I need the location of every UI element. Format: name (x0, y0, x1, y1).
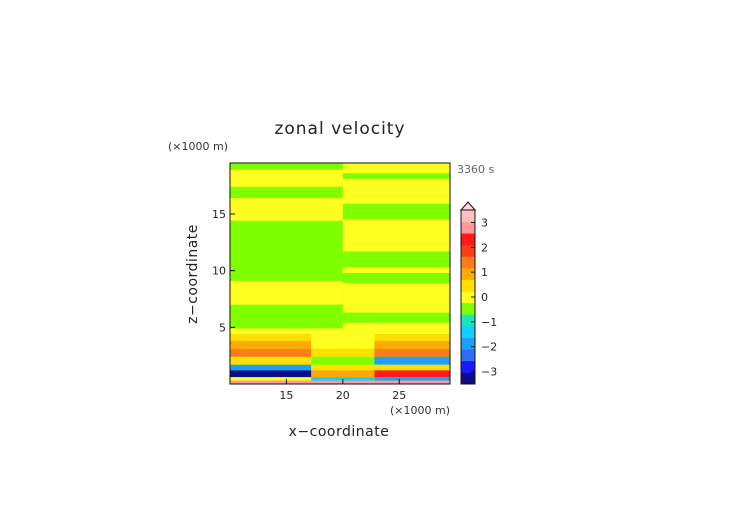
y-axis-label: z−coordinate (185, 224, 201, 324)
y-tick-label: 10 (212, 265, 226, 278)
x-tick-label: 25 (392, 389, 406, 402)
yellow-right-band-2 (342, 219, 450, 252)
colorbar-swatch (461, 291, 475, 304)
layer-3-right (374, 356, 450, 365)
layer-3-center (311, 356, 375, 365)
colorbar-swatch (461, 360, 475, 373)
colorbar-swatch (461, 372, 475, 385)
colorbar-tick-label: 0 (481, 291, 488, 304)
colorbar-tick-label: −3 (481, 366, 497, 379)
colorbar-swatch (461, 221, 475, 234)
yellow-left-band-1 (230, 198, 343, 221)
y-unit-label: (×1000 m) (168, 140, 228, 153)
yellow-right-band-5 (342, 322, 450, 335)
yellow-left-band-2 (230, 280, 343, 305)
yellow-right-band-4 (342, 283, 450, 313)
yellow-left-band-3 (230, 328, 343, 335)
colorbar-tick-label: 2 (481, 241, 488, 254)
x-tick-label: 20 (336, 389, 350, 402)
colorbar-swatch (461, 349, 475, 362)
y-axis: 5 10 15 (212, 208, 235, 334)
colorbar-swatch (461, 233, 475, 246)
layer-3-left (230, 356, 312, 365)
x-unit-label: (×1000 m) (390, 404, 450, 417)
layer-7-left (230, 380, 312, 384)
colorbar-swatch (461, 326, 475, 338)
colorbar-swatch (461, 256, 475, 269)
layer-4-right (374, 364, 450, 371)
colorbar-swatch (461, 268, 475, 280)
colorbar-swatch (461, 244, 475, 257)
x-axis: 15 20 25 (279, 379, 406, 402)
layer-5-right (374, 370, 450, 378)
colorbar-tick-label: −2 (481, 341, 497, 354)
x-axis-label: x−coordinate (289, 424, 390, 440)
colorbar-swatch (461, 302, 475, 315)
layer-1-left (230, 340, 312, 349)
yellow-right-band-3 (342, 267, 450, 273)
colorbar-tick-label: 1 (481, 266, 488, 279)
layer-0-right (374, 334, 450, 341)
yellow-right-band-0 (342, 163, 450, 174)
layer-4-center (311, 364, 375, 371)
layer-1-center (311, 340, 375, 349)
y-tick-label: 15 (212, 208, 226, 221)
plot-area (230, 163, 450, 384)
layer-2-left (230, 348, 312, 357)
colorbar-tick-label: 3 (481, 216, 488, 229)
chart-title: zonal velocity (274, 119, 405, 139)
layer-6-center (311, 377, 375, 381)
layer-5-left (230, 370, 312, 378)
layer-0-center (311, 334, 375, 341)
colorbar-swatch (461, 314, 475, 327)
yellow-left-band-0 (230, 169, 343, 187)
time-label: 3360 s (457, 163, 494, 176)
layer-6-right (374, 377, 450, 381)
colorbar-swatch (461, 279, 475, 292)
layer-2-center (311, 348, 375, 357)
layer-2-right (374, 348, 450, 357)
layer-7-right (374, 380, 450, 384)
colorbar-swatch (461, 210, 475, 222)
plot-frame (229, 162, 451, 385)
layer-4-left (230, 364, 312, 371)
colorbar: 3 2 1 0 −1 −2 −3 (459, 201, 497, 385)
layer-1-right (374, 340, 450, 349)
colorbar-extend-arrow (459, 201, 477, 211)
y-tick-label: 5 (219, 321, 226, 334)
colorbar-tick-label: −1 (481, 316, 497, 329)
yellow-right-band-1 (342, 178, 450, 204)
layer-6-left (230, 377, 312, 381)
x-tick-label: 15 (279, 389, 293, 402)
layer-0-left (230, 334, 312, 341)
layer-5-center (311, 370, 375, 378)
colorbar-swatch (461, 337, 475, 350)
